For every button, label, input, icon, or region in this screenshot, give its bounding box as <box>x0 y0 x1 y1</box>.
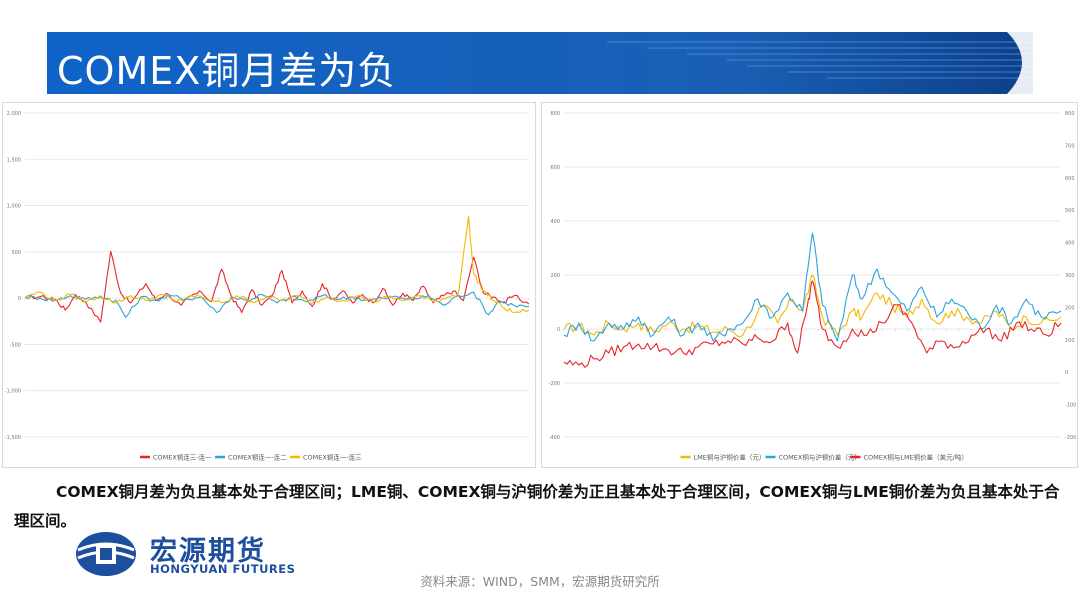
y-tick-label: 800 <box>550 111 560 117</box>
y-tick-label: -1,000 <box>5 389 21 395</box>
cross-market-spread-chart: 800 600 400 200 0 -200 -400 800 700 600 500 400 300 2… <box>541 102 1078 468</box>
y-right-tick-label: 700 <box>1065 143 1075 149</box>
y-right-tick-label: 500 <box>1065 208 1075 214</box>
logo-emblem-icon <box>76 532 136 576</box>
series-line <box>563 232 1062 342</box>
y-tick-label: -500 <box>10 342 21 348</box>
page-title: COMEX铜月差为负 <box>57 49 397 93</box>
y-tick-label: 0 <box>18 296 21 302</box>
y-right-tick-label: 800 <box>1065 111 1075 117</box>
legend-label: COMEX铜连一-连二 <box>228 453 287 462</box>
series-line <box>563 280 1062 368</box>
y-right-tick-label: -100 <box>1065 403 1076 409</box>
logo-chinese-name: 宏源期货 <box>150 536 266 567</box>
y-tick-label: -1,500 <box>5 435 21 441</box>
title-banner: COMEX铜月差为负 <box>47 32 1033 94</box>
legend-label: COMEX铜连三-连一 <box>153 453 212 462</box>
summary-text: COMEX铜月差为负且基本处于合理区间；LME铜、COMEX铜与沪铜价差为正且基… <box>14 483 1060 530</box>
series-line <box>563 274 1062 338</box>
legend-label: COMEX铜连一-连三 <box>303 453 362 462</box>
y-right-tick-label: 200 <box>1065 305 1075 311</box>
data-source: 资料来源：WIND，SMM，宏源期货研究所 <box>420 574 660 589</box>
y-right-tick-label: 300 <box>1065 273 1075 279</box>
y-right-tick-label: -200 <box>1065 435 1076 441</box>
legend-label: COMEX铜与沪铜价差（元） <box>779 453 861 462</box>
y-tick-label: 0 <box>557 327 560 333</box>
y-tick-label: 2,000 <box>7 111 21 117</box>
banner-background <box>47 32 1033 94</box>
y-right-tick-label: 0 <box>1065 370 1068 376</box>
y-tick-label: -400 <box>549 435 560 441</box>
y-tick-label: 600 <box>550 165 560 171</box>
y-tick-label: 500 <box>11 250 21 256</box>
legend-label: COMEX铜与LME铜价差（美元/吨） <box>864 453 968 462</box>
series-line <box>24 250 530 323</box>
y-right-tick-label: 400 <box>1065 241 1075 247</box>
company-logo: 宏源期货 HONGYUAN FUTURES <box>72 528 312 580</box>
cross-market-spread-chart-svg: 800 600 400 200 0 -200 -400 800 700 600 500 400 300 2… <box>549 111 1077 462</box>
y-right-tick-label: 100 <box>1065 338 1075 344</box>
y-right-tick-label: 600 <box>1065 176 1075 182</box>
comex-spread-chart: 2,000 1,500 1,000 500 0 -500 -1,000 -1,500 COMEX… <box>2 102 536 468</box>
legend-label: LME铜与沪铜价差（元） <box>694 453 766 462</box>
y-tick-label: 1,500 <box>7 157 21 163</box>
y-tick-label: 400 <box>550 219 560 225</box>
y-tick-label: 1,000 <box>7 204 21 210</box>
y-tick-label: -200 <box>549 381 560 387</box>
series-line <box>24 215 530 314</box>
logo-english-name: HONGYUAN FUTURES <box>150 562 296 576</box>
comex-spread-chart-svg: 2,000 1,500 1,000 500 0 -500 -1,000 -1,500 COMEX… <box>5 111 530 462</box>
y-tick-label: 200 <box>550 273 560 279</box>
